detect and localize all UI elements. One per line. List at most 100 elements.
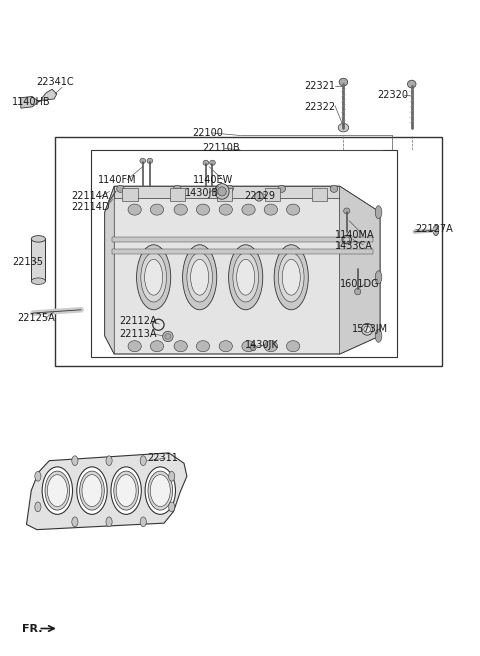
Ellipse shape xyxy=(242,204,255,215)
Ellipse shape xyxy=(80,471,104,510)
Ellipse shape xyxy=(168,472,175,482)
Ellipse shape xyxy=(150,340,164,352)
Text: 22100: 22100 xyxy=(192,128,223,138)
Ellipse shape xyxy=(174,340,187,352)
Ellipse shape xyxy=(364,326,371,333)
Ellipse shape xyxy=(233,253,259,302)
Polygon shape xyxy=(340,186,380,354)
Text: 1601DG: 1601DG xyxy=(340,279,379,289)
Ellipse shape xyxy=(182,245,217,310)
Ellipse shape xyxy=(361,323,373,335)
Bar xyxy=(122,188,137,201)
Ellipse shape xyxy=(148,471,173,510)
Ellipse shape xyxy=(106,517,112,527)
Ellipse shape xyxy=(187,253,213,302)
Bar xyxy=(91,150,396,358)
Text: 22113A: 22113A xyxy=(119,329,156,339)
Ellipse shape xyxy=(375,329,382,342)
Ellipse shape xyxy=(82,475,102,506)
Bar xyxy=(31,239,46,281)
Ellipse shape xyxy=(141,253,167,302)
Ellipse shape xyxy=(140,456,146,466)
Ellipse shape xyxy=(117,185,124,192)
Ellipse shape xyxy=(191,259,209,295)
Ellipse shape xyxy=(77,467,107,514)
Ellipse shape xyxy=(145,467,176,514)
Ellipse shape xyxy=(344,208,350,214)
Ellipse shape xyxy=(203,160,209,165)
Text: 1140MA: 1140MA xyxy=(335,230,374,240)
Ellipse shape xyxy=(219,204,232,215)
Ellipse shape xyxy=(255,192,263,201)
Ellipse shape xyxy=(226,185,233,192)
Ellipse shape xyxy=(31,278,46,285)
Text: 22127A: 22127A xyxy=(416,224,453,234)
Ellipse shape xyxy=(116,475,136,506)
Text: 1140EW: 1140EW xyxy=(192,174,233,185)
Ellipse shape xyxy=(330,185,338,192)
Ellipse shape xyxy=(35,472,41,482)
Ellipse shape xyxy=(150,204,164,215)
Text: 1573JM: 1573JM xyxy=(351,323,388,334)
Ellipse shape xyxy=(45,471,70,510)
Ellipse shape xyxy=(196,340,210,352)
Ellipse shape xyxy=(111,467,141,514)
Polygon shape xyxy=(114,186,340,198)
Ellipse shape xyxy=(282,259,300,295)
Text: 22125A: 22125A xyxy=(17,314,55,323)
Ellipse shape xyxy=(128,340,141,352)
Ellipse shape xyxy=(355,289,361,295)
Polygon shape xyxy=(105,186,114,354)
Text: 22321: 22321 xyxy=(304,81,335,91)
Text: 1430JB: 1430JB xyxy=(185,188,219,197)
Text: 22311: 22311 xyxy=(147,453,179,463)
Text: 22129: 22129 xyxy=(245,191,276,201)
Ellipse shape xyxy=(72,517,78,527)
Ellipse shape xyxy=(264,340,277,352)
Ellipse shape xyxy=(114,471,138,510)
Ellipse shape xyxy=(163,331,173,342)
Ellipse shape xyxy=(242,340,255,352)
Bar xyxy=(112,237,373,242)
Polygon shape xyxy=(21,96,39,108)
Ellipse shape xyxy=(375,206,382,218)
Ellipse shape xyxy=(264,204,277,215)
Ellipse shape xyxy=(210,160,216,165)
Ellipse shape xyxy=(174,185,181,192)
Ellipse shape xyxy=(218,187,226,196)
Ellipse shape xyxy=(31,236,46,242)
Bar xyxy=(312,188,327,201)
Ellipse shape xyxy=(42,467,72,514)
Ellipse shape xyxy=(287,204,300,215)
Ellipse shape xyxy=(144,259,163,295)
Ellipse shape xyxy=(408,80,416,88)
Bar xyxy=(217,188,232,201)
Polygon shape xyxy=(26,453,187,529)
Bar xyxy=(55,136,442,366)
Ellipse shape xyxy=(150,475,170,506)
Text: 1433CA: 1433CA xyxy=(335,241,373,251)
Ellipse shape xyxy=(338,123,348,132)
Ellipse shape xyxy=(128,204,141,215)
Text: 22322: 22322 xyxy=(304,102,335,112)
Ellipse shape xyxy=(228,245,263,310)
Ellipse shape xyxy=(106,456,112,466)
Polygon shape xyxy=(105,186,380,354)
Ellipse shape xyxy=(287,340,300,352)
Text: 22114D: 22114D xyxy=(72,202,110,212)
Text: 22114A: 22114A xyxy=(72,191,109,201)
Polygon shape xyxy=(42,89,57,100)
Ellipse shape xyxy=(278,253,304,302)
Ellipse shape xyxy=(339,78,348,86)
Ellipse shape xyxy=(219,340,232,352)
Ellipse shape xyxy=(140,158,145,163)
Bar xyxy=(170,188,185,201)
Ellipse shape xyxy=(196,204,210,215)
Text: FR.: FR. xyxy=(22,623,42,634)
Ellipse shape xyxy=(140,517,146,527)
Text: 1430JK: 1430JK xyxy=(245,340,278,350)
Ellipse shape xyxy=(274,245,308,310)
Ellipse shape xyxy=(174,204,187,215)
Text: 22341C: 22341C xyxy=(36,77,73,87)
Ellipse shape xyxy=(48,475,67,506)
